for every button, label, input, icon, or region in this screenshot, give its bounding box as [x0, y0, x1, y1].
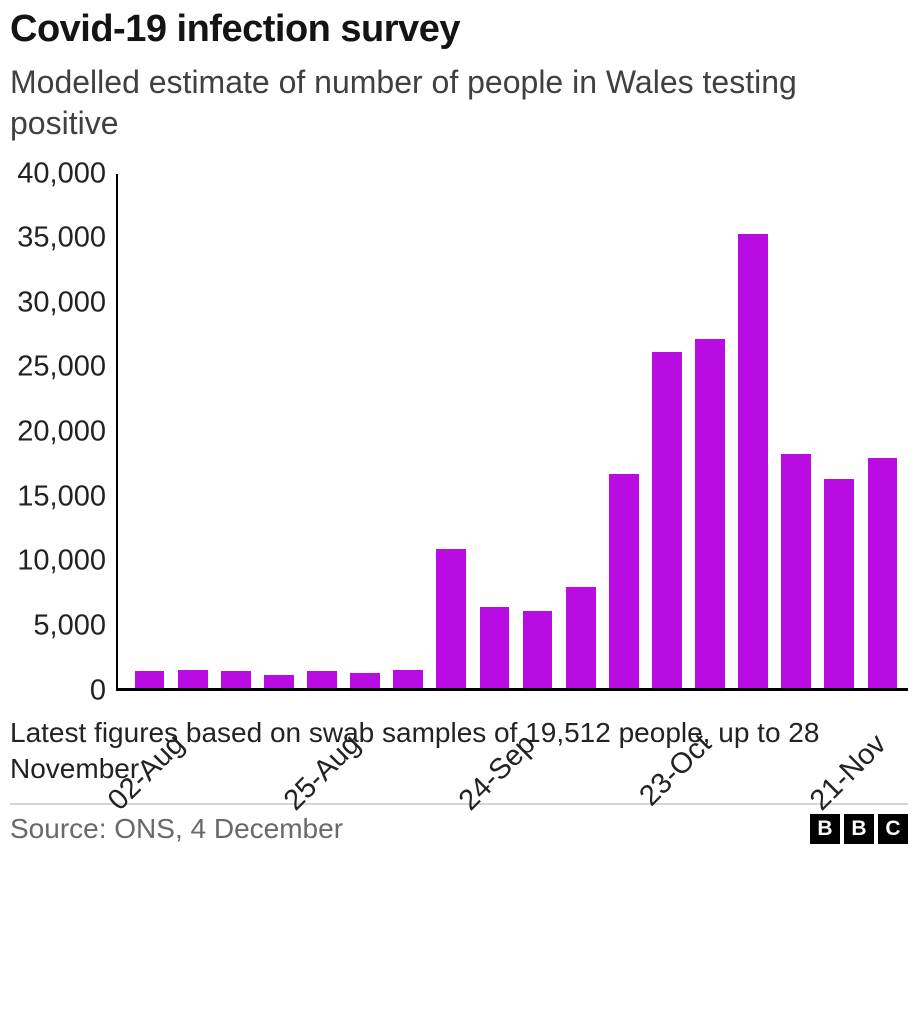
bar [350, 673, 380, 688]
y-tick-label: 20,000 [17, 415, 106, 448]
x-tick-label: 24-Sep [452, 727, 542, 817]
bar-slot [214, 174, 257, 688]
x-tick-label: 21-Nov [804, 727, 893, 817]
chart-card: Covid-19 infection survey Modelled estim… [10, 8, 908, 845]
x-tick-label: 25-Aug [277, 727, 367, 817]
bar-slot [602, 174, 645, 688]
y-axis: 0 5,000 10,000 15,000 20,000 25,000 30,000 35,0… [10, 159, 116, 705]
bar-chart: 0 5,000 10,000 15,000 20,000 25,000 30,000 35,0… [10, 159, 908, 816]
bar-slot [818, 174, 861, 688]
chart-title: Covid-19 infection survey [10, 8, 460, 50]
plot-row: 0 5,000 10,000 15,000 20,000 25,000 30,000 35,0… [10, 159, 908, 816]
bar [695, 339, 725, 688]
bar-slot [257, 174, 300, 688]
bar [738, 234, 768, 688]
bar [177, 669, 208, 688]
x-axis-labels: 02-Aug 25-Aug 24-Sep 23-Oct 21-Nov [102, 688, 908, 838]
y-tick-label: 30,000 [17, 286, 106, 319]
bar-slot [430, 174, 473, 688]
bbc-logo-letter: B [844, 814, 874, 845]
y-tick-label: 0 [89, 674, 106, 707]
bar [824, 479, 855, 688]
bar [652, 352, 682, 688]
bar [393, 669, 424, 688]
bar-slot [387, 174, 430, 688]
x-tick-label: 23-Oct [633, 727, 718, 812]
chart-subtitle: Modelled estimate of number of people in… [10, 63, 797, 141]
y-tick-label: 5,000 [33, 609, 106, 642]
bar [436, 548, 467, 688]
plot-area: 02-Aug 25-Aug 24-Sep 23-Oct 21-Nov [102, 173, 908, 816]
bbc-logo-letter: B [810, 814, 840, 845]
bar [565, 587, 596, 688]
source-text: Source: ONS, 4 December [10, 813, 344, 845]
bar [264, 674, 294, 688]
bar [608, 474, 639, 688]
bar [307, 670, 337, 688]
bar-slot [473, 174, 516, 688]
bar-slot [861, 174, 904, 688]
bar [867, 457, 898, 688]
bar-slot [775, 174, 818, 688]
bar-slot [128, 174, 171, 688]
bar [220, 670, 251, 688]
y-tick-label: 25,000 [17, 350, 106, 383]
bar-slot [300, 174, 343, 688]
bar-slot [559, 174, 602, 688]
y-tick-label: 35,000 [17, 221, 106, 254]
bar-slot [516, 174, 559, 688]
bbc-logo-letter: C [878, 814, 908, 845]
bar-slot [645, 174, 688, 688]
y-tick-label: 15,000 [17, 480, 106, 513]
bars [118, 174, 908, 688]
y-tick-label: 40,000 [17, 157, 106, 190]
bar [134, 670, 165, 688]
bar [781, 453, 812, 688]
bar [522, 610, 553, 688]
bar-slot [688, 174, 731, 688]
bar-slot [732, 174, 775, 688]
bar-slot [344, 174, 387, 688]
y-tick-label: 10,000 [17, 544, 106, 577]
footnote: Latest figures based on swab samples of … [10, 716, 820, 784]
bar-slot [171, 174, 214, 688]
bar [479, 606, 510, 688]
